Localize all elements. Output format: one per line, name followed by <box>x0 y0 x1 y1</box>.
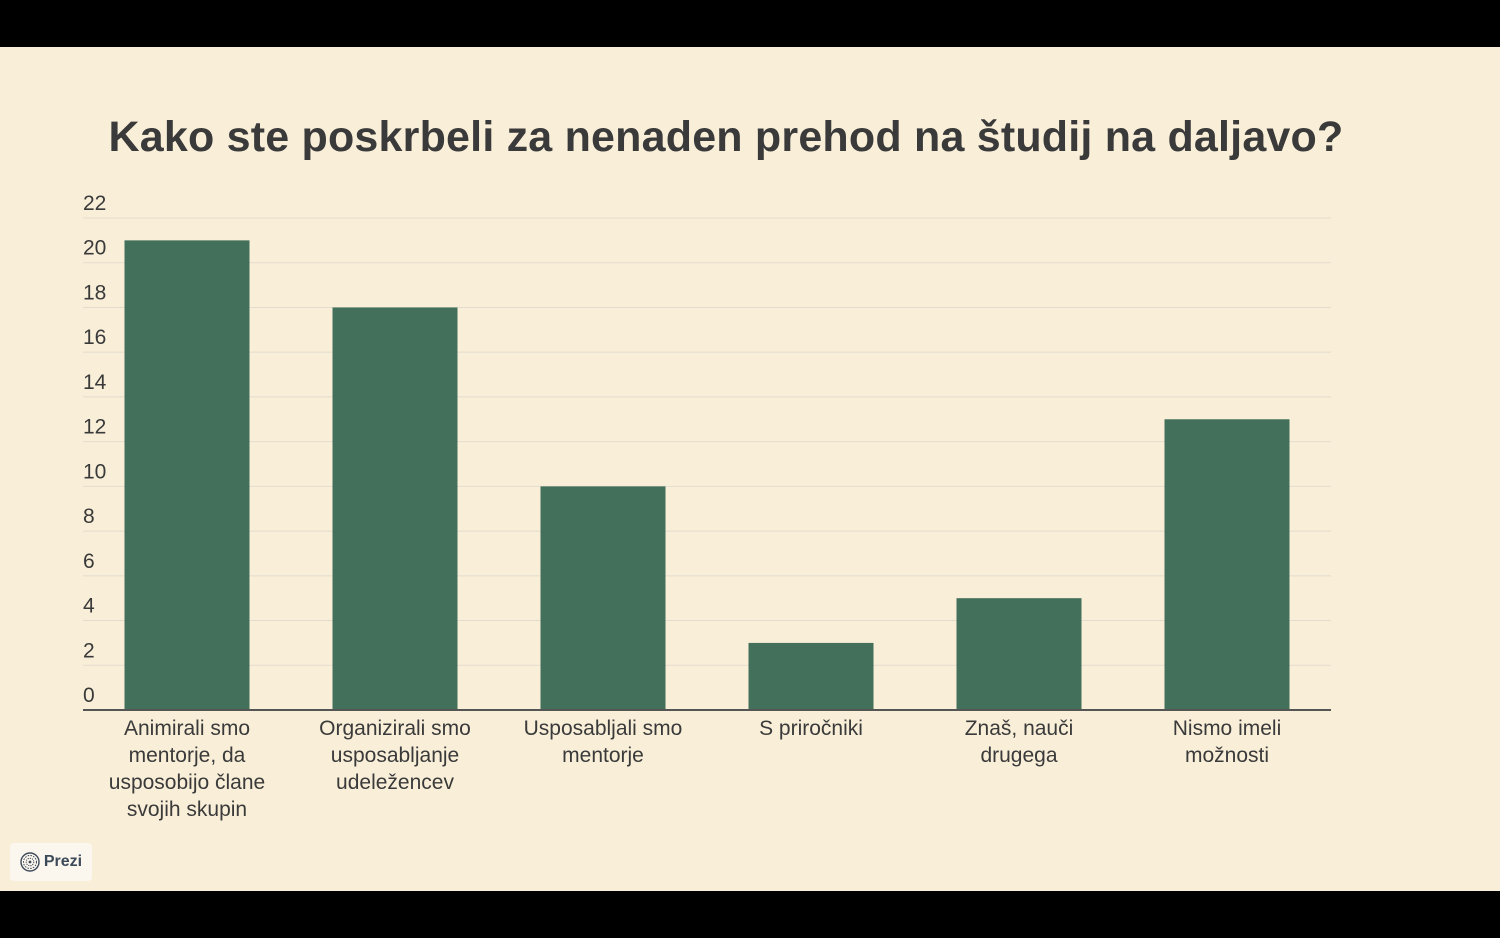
y-tick-label: 4 <box>83 595 95 618</box>
bar <box>956 598 1082 710</box>
bar <box>332 307 458 710</box>
x-tick-label: Animirali smo mentorje, da usposobijo član… <box>109 717 265 821</box>
bar-chart: 0 2 4 6 8 10 12 14 16 18 20 22 Animirali smo mentorj… <box>83 192 1331 821</box>
y-tick-label: 16 <box>83 326 106 349</box>
x-tick-label: S priročniki <box>759 717 863 740</box>
y-tick-label: 12 <box>83 416 106 439</box>
bar <box>540 486 666 710</box>
letterbox-top <box>0 0 1500 47</box>
slide: Kako ste poskrbeli za nenaden prehod na … <box>0 47 1500 891</box>
prezi-logo-icon <box>20 852 40 872</box>
bars <box>124 240 1290 710</box>
y-tick-label: 14 <box>83 371 107 394</box>
y-tick-label: 0 <box>83 684 95 707</box>
x-tick-label: Organizirali smo usposabljanje udeležencev <box>319 717 471 794</box>
prezi-badge[interactable]: Prezi <box>10 843 92 881</box>
y-tick-label: 8 <box>83 505 95 528</box>
y-tick-label: 22 <box>83 192 106 215</box>
y-tick-label: 6 <box>83 550 95 573</box>
chart-title: Kako ste poskrbeli za nenaden prehod na … <box>108 113 1344 161</box>
grid-lines <box>83 217 1331 666</box>
y-tick-label: 20 <box>83 237 106 260</box>
y-axis-ticks: 0 2 4 6 8 10 12 14 16 18 20 22 <box>83 192 107 707</box>
y-tick-label: 2 <box>83 639 95 662</box>
letterbox-bottom <box>0 891 1500 938</box>
x-tick-label: Nismo imeli možnosti <box>1173 717 1282 767</box>
x-tick-label: Znaš, nauči drugega <box>965 717 1074 767</box>
bar <box>124 240 250 710</box>
prezi-label: Prezi <box>43 853 83 870</box>
y-tick-label: 18 <box>83 281 106 304</box>
y-tick-label: 10 <box>83 460 106 483</box>
x-axis-labels: Animirali smo mentorje, da usposobijo član… <box>109 717 1281 821</box>
bar <box>748 642 874 710</box>
bar <box>1164 419 1290 710</box>
x-tick-label: Usposabljali smo mentorje <box>524 717 683 767</box>
